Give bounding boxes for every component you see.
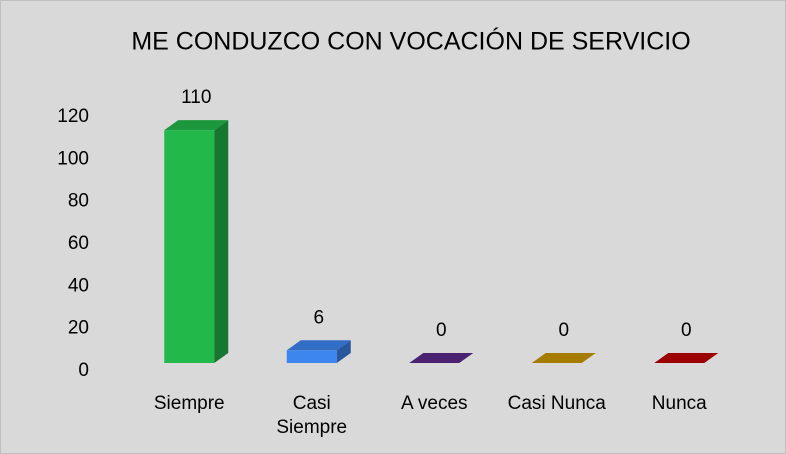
bar-top xyxy=(531,353,596,363)
x-tick-label: Casi Siempre xyxy=(276,393,348,438)
bar xyxy=(531,353,596,363)
bar xyxy=(164,120,229,364)
y-tick-label: 80 xyxy=(68,191,89,212)
value-label: 110 xyxy=(181,87,211,108)
bar xyxy=(409,353,474,363)
x-tick-label: Nunca xyxy=(651,393,707,414)
x-tick-label: A veces xyxy=(400,393,468,414)
bar-top xyxy=(286,340,351,351)
y-tick-label: 120 xyxy=(57,106,89,127)
value-label: 0 xyxy=(681,320,692,341)
value-label: 0 xyxy=(436,320,447,341)
value-label: 0 xyxy=(558,320,569,341)
x-tick-label: Casi Nunca xyxy=(507,393,606,414)
bar-front xyxy=(164,130,215,363)
bar-top xyxy=(164,120,229,131)
y-tick-label: 20 xyxy=(68,318,89,339)
bar xyxy=(286,340,351,363)
bar-top xyxy=(654,353,719,363)
bar-top xyxy=(409,353,474,363)
y-tick-label: 60 xyxy=(68,233,89,254)
bar-side xyxy=(336,340,351,363)
y-tick-label: 100 xyxy=(57,148,89,169)
bar xyxy=(654,353,719,363)
bar-front xyxy=(286,350,337,363)
x-tick-label: Siempre xyxy=(153,393,225,414)
y-tick-label: 0 xyxy=(78,360,89,381)
chart-title: ME CONDUZCO CON VOCACIÓN DE SERVICIO xyxy=(131,27,690,56)
y-tick-label: 40 xyxy=(68,275,89,296)
bar-side xyxy=(214,120,229,364)
value-label: 6 xyxy=(313,307,324,328)
